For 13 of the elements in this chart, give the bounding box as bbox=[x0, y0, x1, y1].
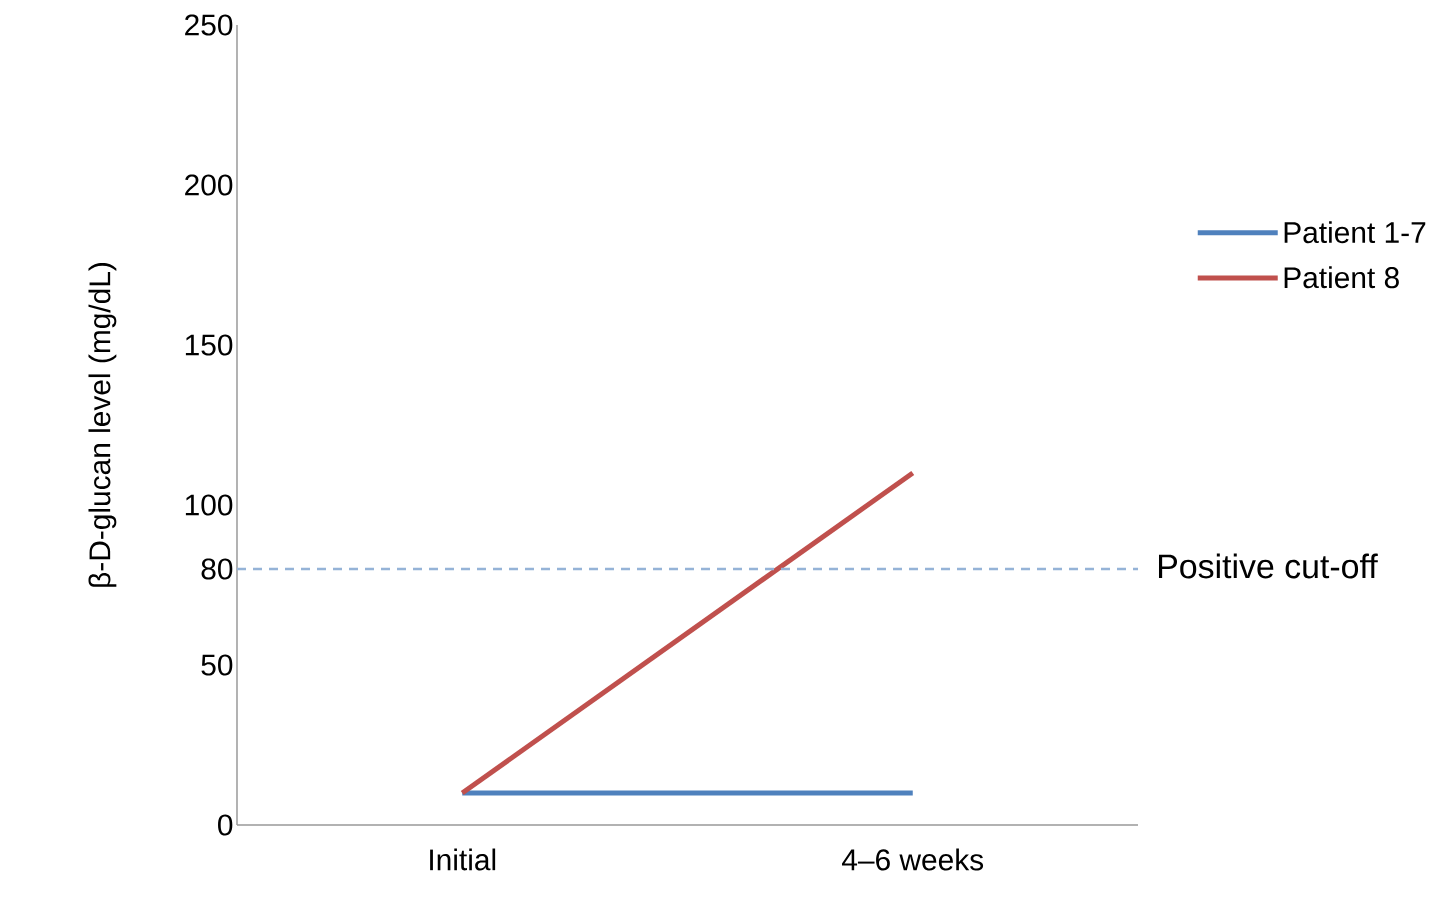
y-tick-label: 200 bbox=[185, 174, 233, 196]
y-tick-label: 80 bbox=[201, 558, 233, 580]
x-tick-label: Initial bbox=[430, 848, 496, 871]
y-tick-label: 250 bbox=[185, 14, 233, 36]
y-axis-title: β-D-glucan level (mg/dL) bbox=[88, 263, 117, 587]
x-tick-label: 4–6 weeks bbox=[842, 848, 984, 871]
y-tick-label: 50 bbox=[201, 654, 233, 676]
legend-label: Patient 1-7 bbox=[1284, 221, 1426, 244]
ref-line-label: Positive cut-off bbox=[1158, 553, 1378, 579]
y-tick-label: 100 bbox=[185, 494, 233, 516]
legend-label: Patient 8 bbox=[1284, 266, 1399, 289]
y-tick-label: 0 bbox=[218, 814, 233, 836]
y-tick-label: 150 bbox=[185, 334, 233, 356]
